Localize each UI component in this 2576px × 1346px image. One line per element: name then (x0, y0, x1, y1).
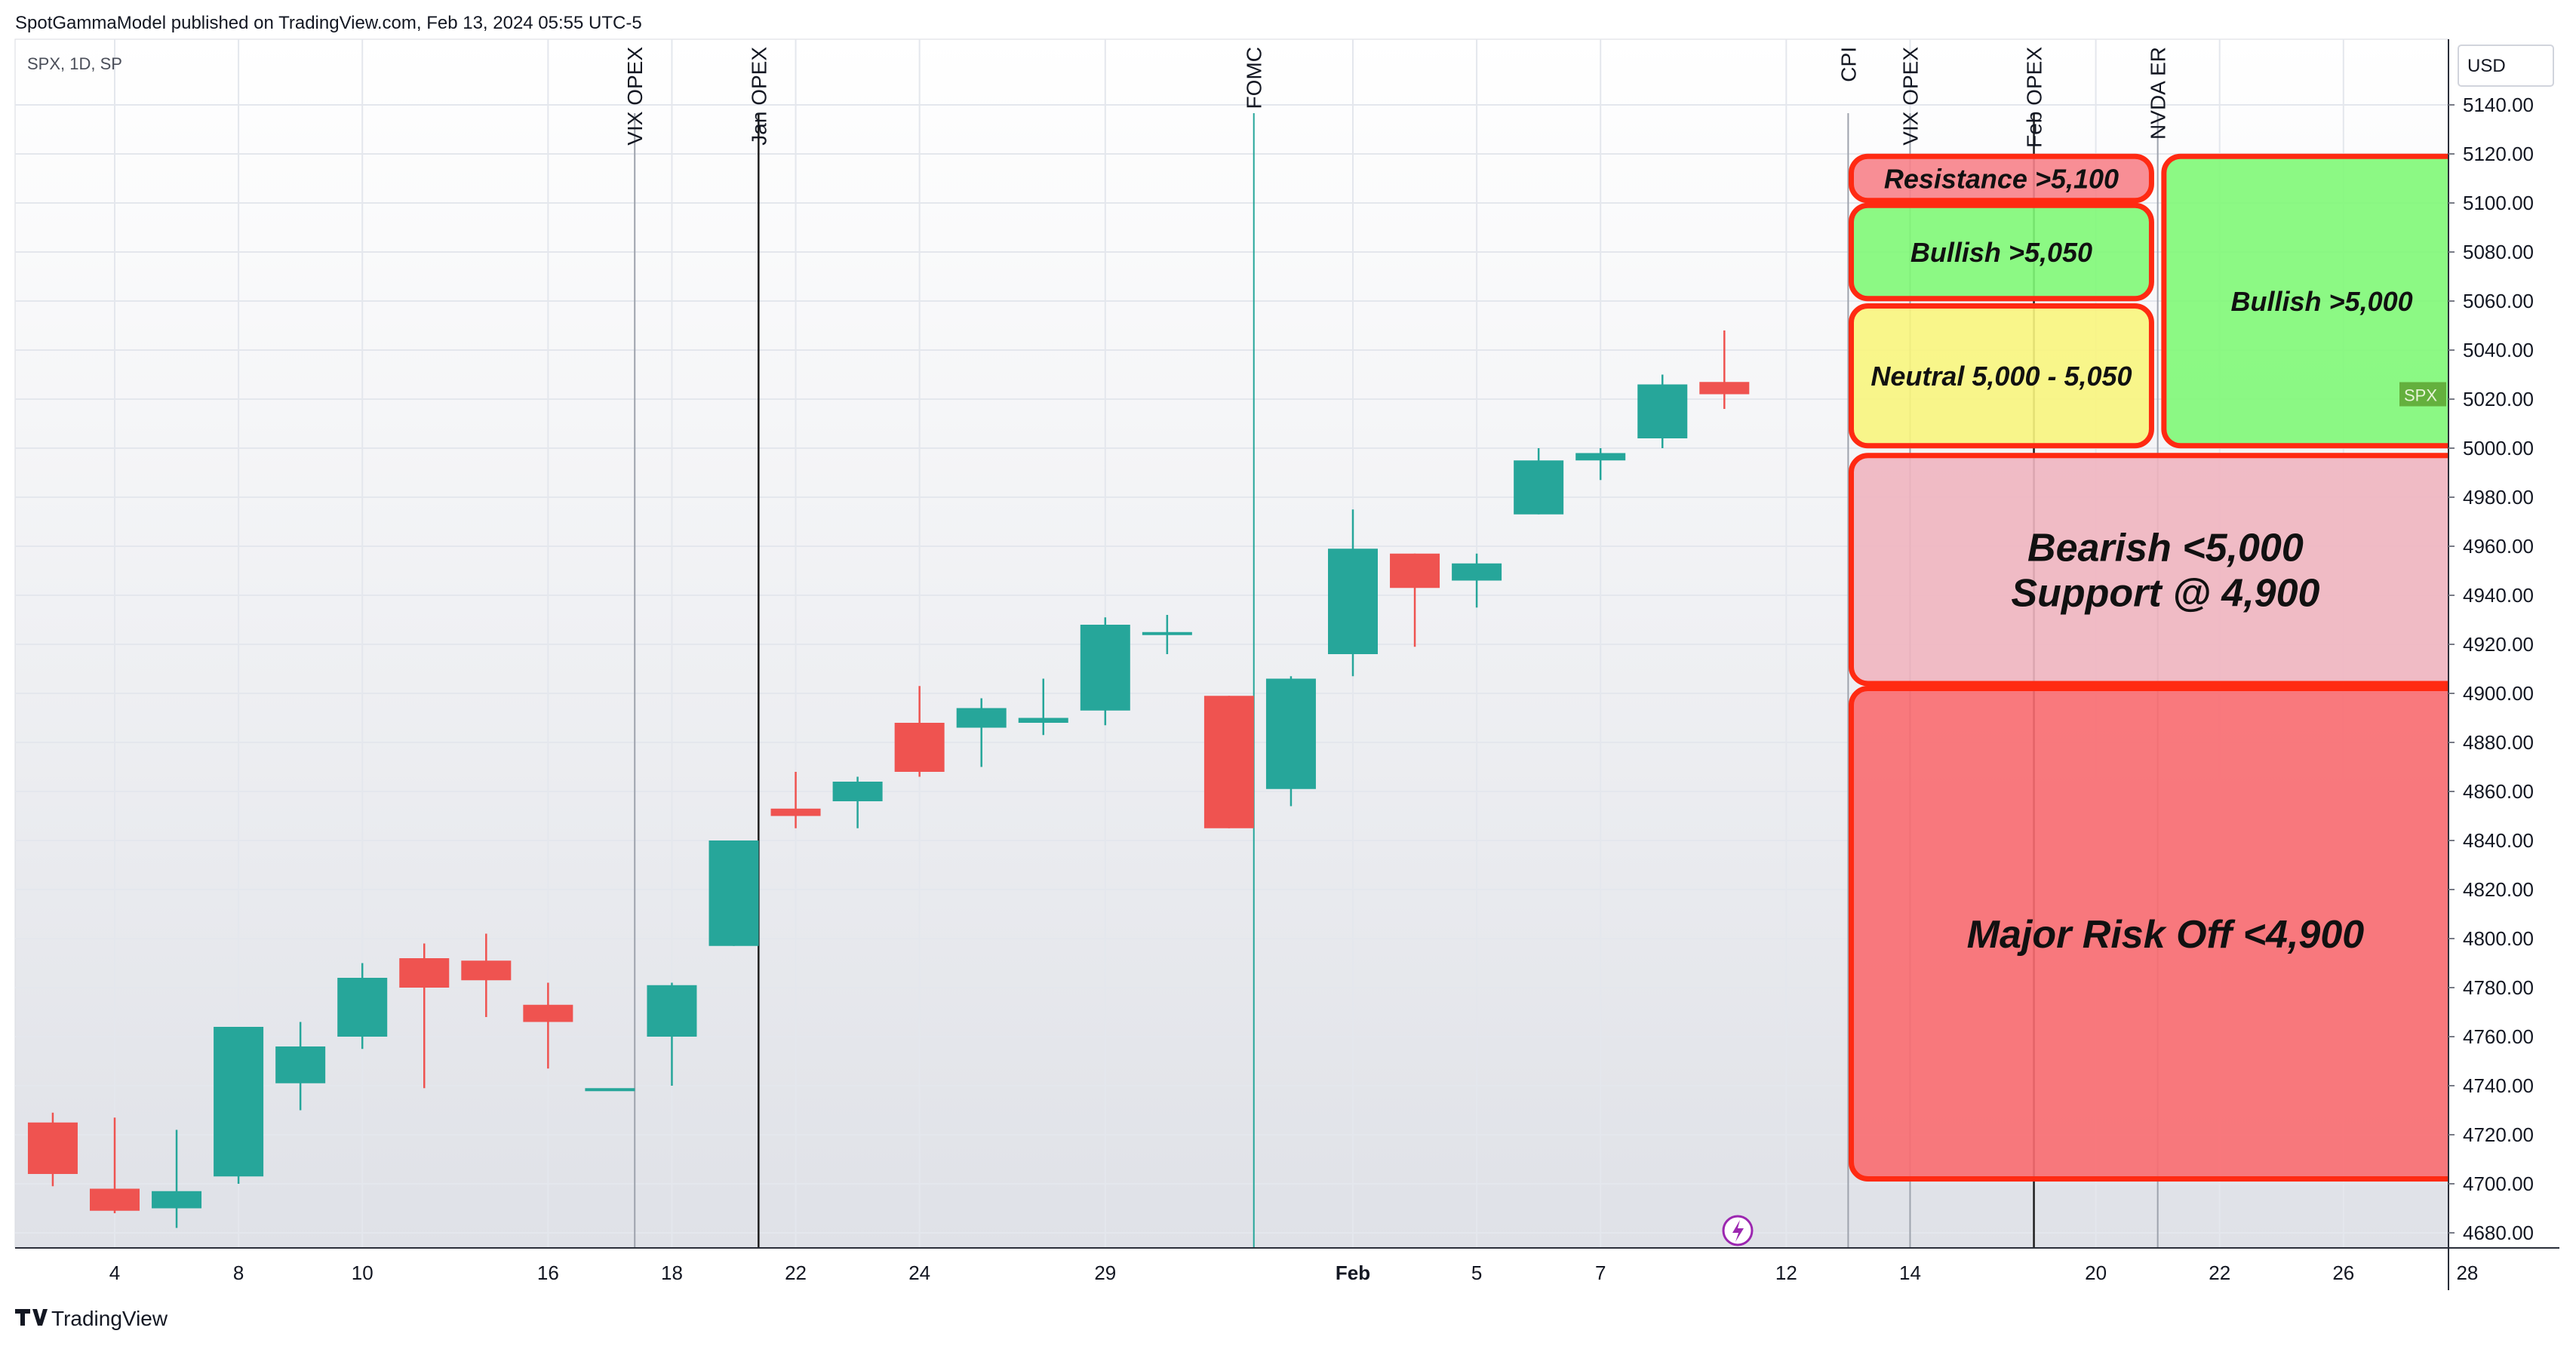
time-tick-label: 29 (1094, 1261, 1116, 1284)
currency-button[interactable] (2458, 45, 2554, 87)
footer-brand: TradingView (51, 1307, 168, 1330)
price-tick-label: 4840.00 (2463, 829, 2534, 852)
zone-label: Bullish >5,050 (1910, 237, 2092, 268)
price-tick-label: 4700.00 (2463, 1172, 2534, 1195)
candle-body-up[interactable] (1575, 453, 1626, 461)
zone-box[interactable] (1849, 202, 2154, 302)
candle-body-down[interactable] (523, 1004, 573, 1022)
price-tick-label: 4860.00 (2463, 780, 2534, 803)
price-axis[interactable] (2448, 39, 2559, 1248)
price-tick-label: 5120.00 (2463, 143, 2534, 165)
time-tick-label: 14 (1899, 1261, 1921, 1284)
last-price-badge (2399, 382, 2446, 407)
zone-label: Major Risk Off <4,900 (1967, 913, 2365, 957)
candle-body-down[interactable] (90, 1188, 140, 1211)
candle-body-up[interactable] (1142, 632, 1192, 635)
price-tick-label: 5000.00 (2463, 437, 2534, 459)
price-tick-label: 4960.00 (2463, 535, 2534, 558)
event-label: VIX OPEX (1898, 47, 1922, 146)
price-tick-label: 4980.00 (2463, 486, 2534, 509)
price-tick-label: 5100.00 (2463, 192, 2534, 214)
time-tick-label: 26 (2332, 1261, 2354, 1284)
price-tick-label: 5060.00 (2463, 290, 2534, 312)
publisher-caption: SpotGammaModel published on TradingView.… (15, 13, 642, 33)
lightning-icon-glyph (1732, 1220, 1744, 1242)
event-label: Feb OPEX (2023, 47, 2046, 148)
time-tick-label: 22 (2209, 1261, 2230, 1284)
zone-label: Resistance >5,100 (1884, 163, 2119, 194)
candle-body-up[interactable] (275, 1046, 326, 1083)
price-tick-label: 5080.00 (2463, 241, 2534, 263)
price-tick-label: 4880.00 (2463, 731, 2534, 754)
candle-body-down[interactable] (399, 958, 450, 988)
time-tick-label: 16 (537, 1261, 559, 1284)
event-label: CPI (1837, 47, 1860, 82)
candle-body-down[interactable] (27, 1122, 78, 1174)
price-tick-label: 4780.00 (2463, 976, 2534, 999)
event-label: FOMC (1243, 47, 1266, 109)
price-tick-label: 4800.00 (2463, 927, 2534, 950)
candle-body-up[interactable] (152, 1191, 202, 1209)
price-tick-label: 5140.00 (2463, 94, 2534, 116)
candle-body-down[interactable] (894, 723, 945, 772)
candle-body-down[interactable] (1699, 382, 1750, 395)
candle-body-up[interactable] (647, 985, 697, 1037)
candle-body-down[interactable] (461, 960, 512, 981)
price-tick-label: 4740.00 (2463, 1074, 2534, 1097)
price-tick-label: 4940.00 (2463, 584, 2534, 607)
price-tick-label: 5040.00 (2463, 339, 2534, 361)
last-price-badge-label: SPX (2404, 386, 2437, 405)
time-tick-label: 12 (1775, 1261, 1797, 1284)
currency-label: USD (2467, 56, 2506, 76)
event-label: NVDA ER (2147, 47, 2170, 140)
time-tick-label: 5 (1471, 1261, 1482, 1284)
candle-body-up[interactable] (1514, 460, 1564, 515)
time-tick-label: 22 (785, 1261, 807, 1284)
zone-box[interactable] (1849, 153, 2154, 204)
price-tick-label: 4820.00 (2463, 878, 2534, 901)
zone-label: Bullish >5,000 (2231, 286, 2413, 317)
candle-body-up[interactable] (214, 1027, 264, 1177)
zone-label: Neutral 5,000 - 5,050 (1871, 361, 2132, 392)
candle-body-up[interactable] (1265, 678, 1316, 789)
price-tick-label: 4920.00 (2463, 633, 2534, 656)
candle-body-down[interactable] (1390, 553, 1440, 588)
price-tick-label: 4680.00 (2463, 1222, 2534, 1244)
candle-body-up[interactable] (1018, 718, 1068, 724)
event-label: Jan OPEX (747, 47, 770, 146)
time-tick-label: 7 (1595, 1261, 1606, 1284)
time-tick-label: 20 (2085, 1261, 2107, 1284)
candle-body-up[interactable] (709, 840, 759, 946)
time-tick-label: Feb (1336, 1261, 1370, 1284)
zone-box[interactable] (1849, 303, 2154, 449)
symbol-label: SPX, 1D, SP (27, 54, 122, 73)
zone-label: Bearish <5,000 (2027, 527, 2304, 570)
candle-body-up[interactable] (1080, 625, 1130, 711)
candle-body-up[interactable] (832, 782, 883, 801)
candle-body-up[interactable] (1328, 549, 1378, 654)
price-tick-label: 4760.00 (2463, 1025, 2534, 1048)
time-tick-label: 24 (908, 1261, 930, 1284)
price-tick-label: 4720.00 (2463, 1123, 2534, 1146)
candle-body-up[interactable] (585, 1088, 635, 1092)
candle-body-down[interactable] (770, 808, 821, 816)
time-tick-label: 4 (109, 1261, 120, 1284)
candle-body-up[interactable] (1452, 563, 1502, 581)
time-tick-label: 8 (233, 1261, 244, 1284)
time-tick-label: 28 (2456, 1261, 2478, 1284)
zone-label: Support @ 4,900 (2011, 571, 2319, 615)
candle-body-up[interactable] (956, 708, 1007, 728)
event-label: VIX OPEX (623, 47, 647, 146)
candle-body-up[interactable] (337, 978, 388, 1037)
time-tick-label: 18 (661, 1261, 683, 1284)
time-tick-label: 10 (352, 1261, 373, 1284)
tradingview-logo-icon (15, 1309, 48, 1326)
candle-body-down[interactable] (1203, 696, 1254, 828)
price-tick-label: 5020.00 (2463, 388, 2534, 410)
price-tick-label: 4900.00 (2463, 682, 2534, 705)
candle-body-up[interactable] (1637, 384, 1688, 439)
